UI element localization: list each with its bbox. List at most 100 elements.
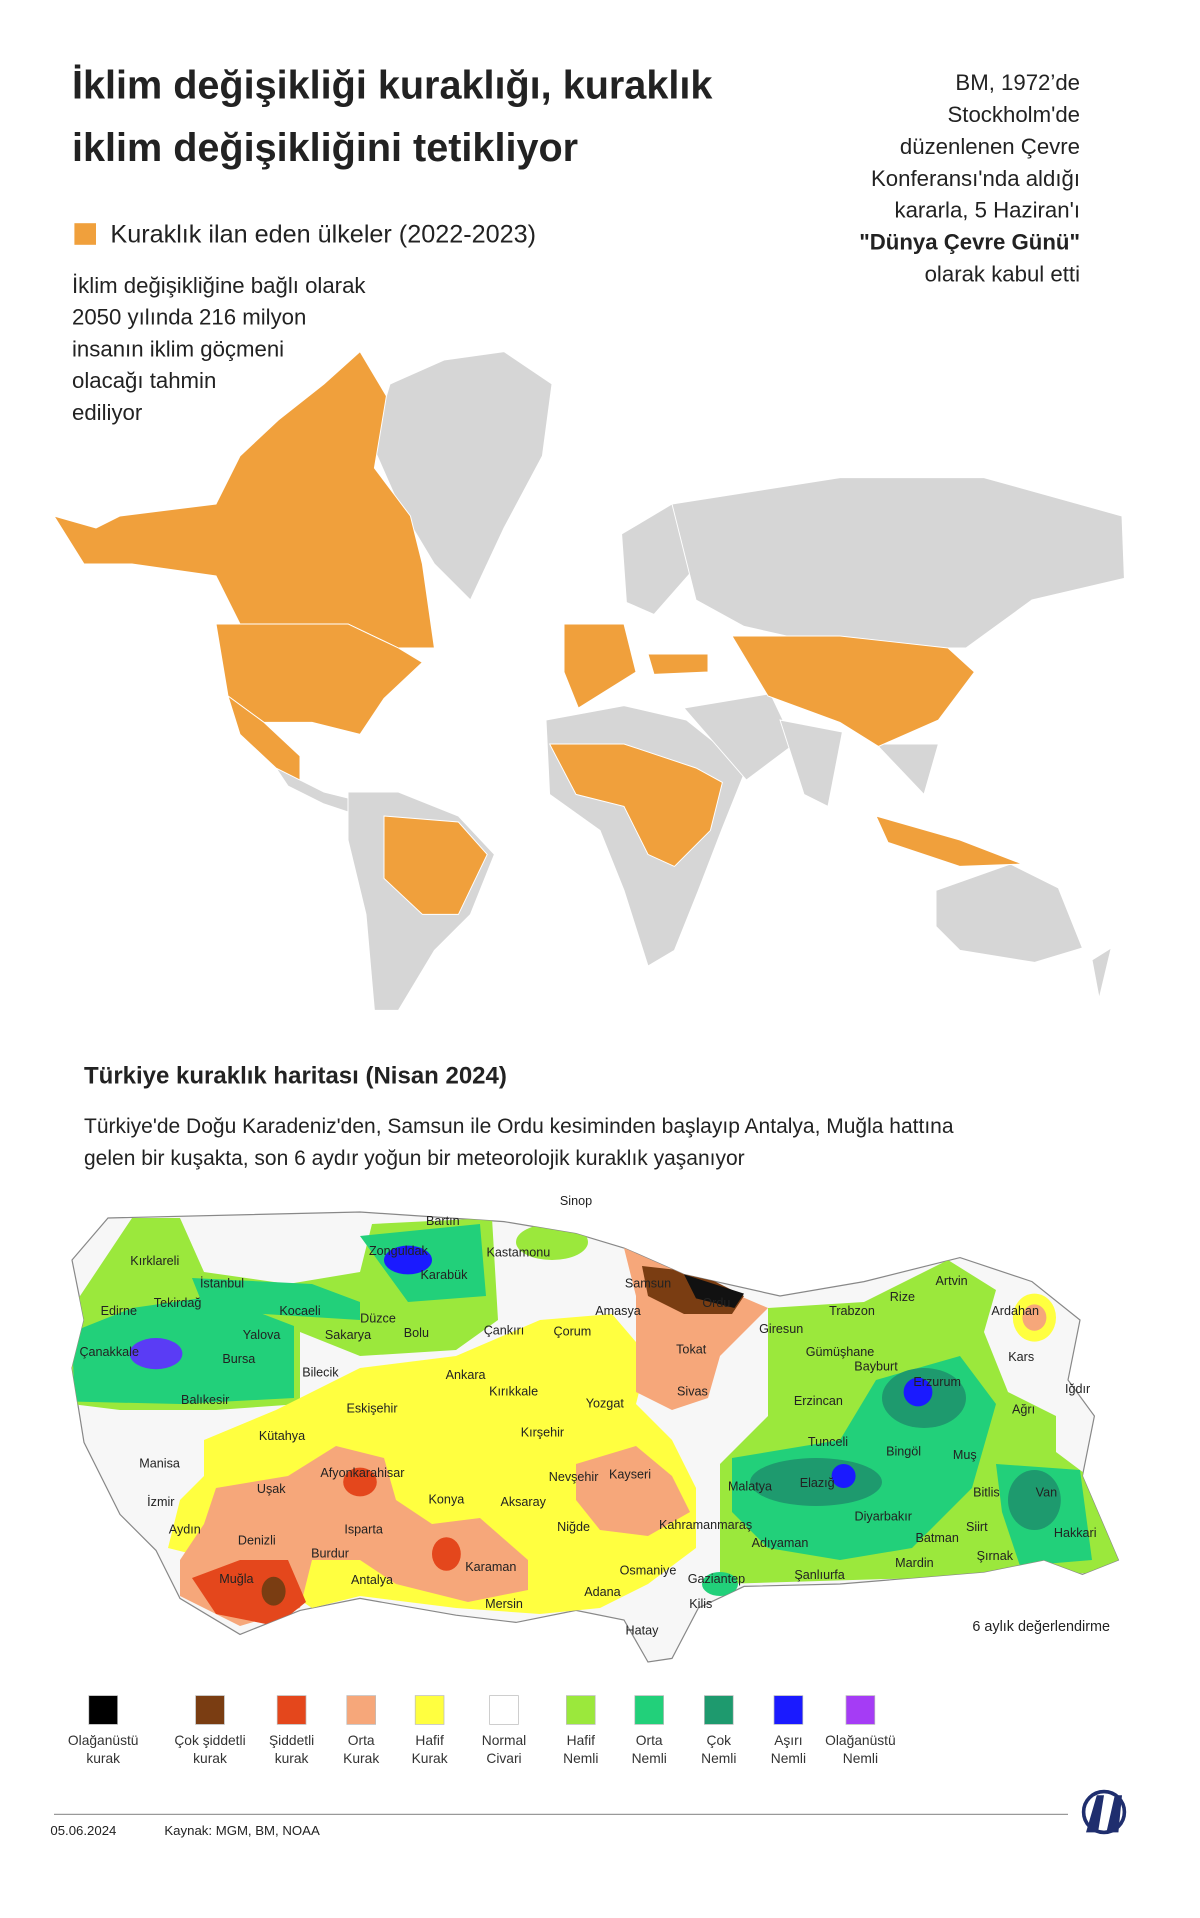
city-label: Hakkari [1054, 1526, 1097, 1540]
legend-label: kurak [86, 1751, 120, 1766]
city-label: Kahramanmaraş [659, 1518, 752, 1532]
legend-swatch [74, 223, 96, 245]
zone-mid-wet-east [732, 1356, 1092, 1567]
land [935, 863, 1084, 963]
legend-label: Nemli [843, 1751, 878, 1766]
drought-country [647, 653, 709, 675]
city-label: Samsun [625, 1277, 671, 1291]
city-label: Kocaeli [279, 1304, 320, 1318]
city-label: Erzincan [794, 1394, 843, 1408]
city-label: Gümüşhane [806, 1345, 875, 1359]
city-label: Tokat [676, 1343, 707, 1357]
city-label: Aydın [169, 1523, 201, 1537]
legend-label: kurak [275, 1751, 309, 1766]
zone-light-wet-spot [516, 1224, 588, 1261]
world-map [52, 350, 1125, 1011]
drought-zones [72, 1218, 1119, 1627]
legend-swatch [195, 1695, 225, 1725]
city-label: Adana [584, 1585, 620, 1599]
city-label: Bilecik [302, 1365, 339, 1379]
city-label: Sinop [560, 1194, 592, 1208]
note-line: insanın iklim göçmeni [72, 336, 284, 361]
drought-country [875, 815, 1023, 867]
zone-extreme-dry [684, 1274, 744, 1309]
drought-country [563, 623, 637, 709]
city-label: Edirne [101, 1304, 137, 1318]
city-label: Bayburt [854, 1359, 898, 1373]
city-label: Gaziantep [688, 1572, 745, 1586]
city-label: Kilis [689, 1597, 712, 1611]
side-note-line: olarak kabul etti [925, 262, 1080, 287]
city-label: Uşak [257, 1482, 286, 1496]
city-label: Burdur [311, 1547, 349, 1561]
city-label: Bartın [426, 1214, 460, 1228]
legend-label: Olağanüstü [68, 1733, 139, 1748]
zone-severe-dry [192, 1560, 306, 1627]
city-label: Muğla [219, 1572, 253, 1586]
city-label: Bolu [404, 1326, 429, 1340]
city-label: Ankara [446, 1368, 486, 1382]
zone-very-severe-dry [261, 1576, 286, 1606]
legend-label: Normal [482, 1733, 526, 1748]
city-label: Adıyaman [752, 1536, 809, 1550]
zone-very-wet [1008, 1470, 1061, 1531]
title-line: iklim değişikliğini tetikliyor [72, 126, 578, 170]
zone-extreme-wet [831, 1464, 856, 1489]
city-label: Niğde [557, 1520, 590, 1534]
zone-moderate-dry [180, 1248, 768, 1627]
land [874, 743, 940, 796]
city-label: Mardin [895, 1556, 934, 1570]
city-label: İzmir [147, 1495, 174, 1509]
city-label: Kırşehir [521, 1425, 564, 1439]
land [671, 477, 1125, 649]
city-label: Karaman [465, 1560, 516, 1574]
legend-label: Nemli [632, 1751, 667, 1766]
side-note-line: düzenlenen Çevre [900, 134, 1080, 159]
side-note-line: BM, 1972’de [955, 70, 1080, 95]
legend-label: Kuraklık ilan eden ülkeler (2022-2023) [110, 220, 536, 248]
city-label: Batman [915, 1531, 958, 1545]
city-label: Trabzon [829, 1304, 875, 1318]
side-note-line: "Dünya Çevre Günü" [859, 230, 1080, 255]
city-label: Yalova [243, 1328, 281, 1342]
city-label: Iğdır [1065, 1382, 1090, 1396]
legend-swatch [489, 1695, 519, 1725]
note-line: ediliyor [72, 400, 143, 425]
city-label: Ardahan [991, 1304, 1039, 1318]
legend-swatch [566, 1695, 596, 1725]
legend-swatch [346, 1695, 376, 1725]
land [371, 351, 553, 601]
city-label: Kayseri [609, 1467, 651, 1481]
note-line: 2050 yılında 216 milyon [72, 305, 306, 330]
turkey-map: Sinop Bartın Zonguldak Kastamonu Kırklareli K… [71, 1194, 1120, 1663]
side-note-line: Konferansı'nda aldığı [871, 166, 1080, 191]
zone-extreme-wet [903, 1377, 933, 1407]
legend-swatch [773, 1695, 804, 1725]
city-labels: Sinop Bartın Zonguldak Kastamonu Kırklareli K… [79, 1194, 1096, 1638]
city-label: Bursa [222, 1352, 255, 1366]
city-label: Şanlıurfa [794, 1568, 844, 1582]
city-label: Bingöl [886, 1445, 921, 1459]
footer-source: Kaynak: MGM, BM, NOAA [164, 1823, 320, 1838]
zone-severe-dry [343, 1467, 377, 1497]
city-label: Tunceli [808, 1435, 848, 1449]
city-label: Sivas [677, 1385, 708, 1399]
city-label: Şırnak [977, 1549, 1014, 1563]
legend-label: Nemli [701, 1751, 736, 1766]
city-label: Isparta [344, 1523, 383, 1537]
footer-date: 05.06.2024 [50, 1823, 116, 1838]
title-line: İklim değişikliği kuraklığı, kuraklık [72, 63, 713, 107]
legend-swatch [704, 1695, 734, 1725]
drought-country [227, 694, 301, 781]
city-label: Osmaniye [620, 1563, 677, 1577]
city-label: Ordu [702, 1296, 730, 1310]
city-label: Denizli [238, 1533, 276, 1547]
legend-label: Nemli [771, 1751, 806, 1766]
zone-mid-wet-spot [702, 1572, 738, 1597]
legend-label: kurak [193, 1751, 227, 1766]
legend-label: Hafif [567, 1733, 596, 1748]
city-label: Mersin [485, 1597, 523, 1611]
city-label: Antalya [351, 1573, 393, 1587]
city-label: Kırıkkale [489, 1385, 538, 1399]
